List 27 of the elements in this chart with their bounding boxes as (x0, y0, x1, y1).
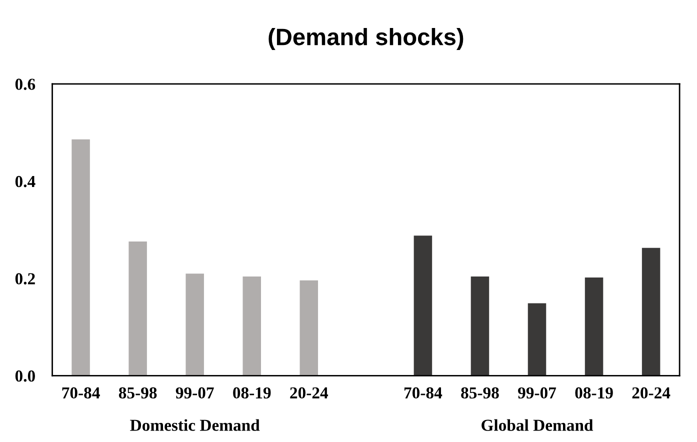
bar (642, 248, 660, 376)
x-tick-label: 85-98 (461, 387, 499, 399)
bar (470, 276, 490, 376)
y-tick-label: 0.2 (15, 273, 35, 284)
bar (584, 277, 604, 376)
text: Domestic Demand (130, 419, 260, 431)
x-tick-label: 20-24 (290, 387, 328, 399)
bar (300, 280, 318, 376)
chart-title: (Demand shocks) (268, 28, 464, 50)
text: 0.0 (15, 370, 35, 382)
x-tick-label: 99-07 (176, 387, 214, 399)
bar (242, 276, 261, 376)
bar (72, 139, 90, 376)
x-tick-label: 85-98 (118, 387, 157, 399)
x-tick-label: 99-07 (518, 387, 556, 399)
x-tick-label: 70-84 (404, 387, 442, 399)
x-tick-label: 70-84 (62, 387, 100, 399)
bar (414, 236, 432, 376)
x-tick-label: 08-19 (575, 387, 613, 399)
bar (128, 242, 147, 376)
x-tick-label: 08-19 (233, 387, 271, 399)
bar (528, 303, 546, 376)
bar (186, 274, 204, 376)
y-tick-label: 0.4 (15, 176, 36, 188)
x-tick-label: 20-24 (632, 387, 670, 399)
text: Global Demand (482, 419, 594, 431)
y-tick-label: 0.6 (15, 78, 36, 90)
